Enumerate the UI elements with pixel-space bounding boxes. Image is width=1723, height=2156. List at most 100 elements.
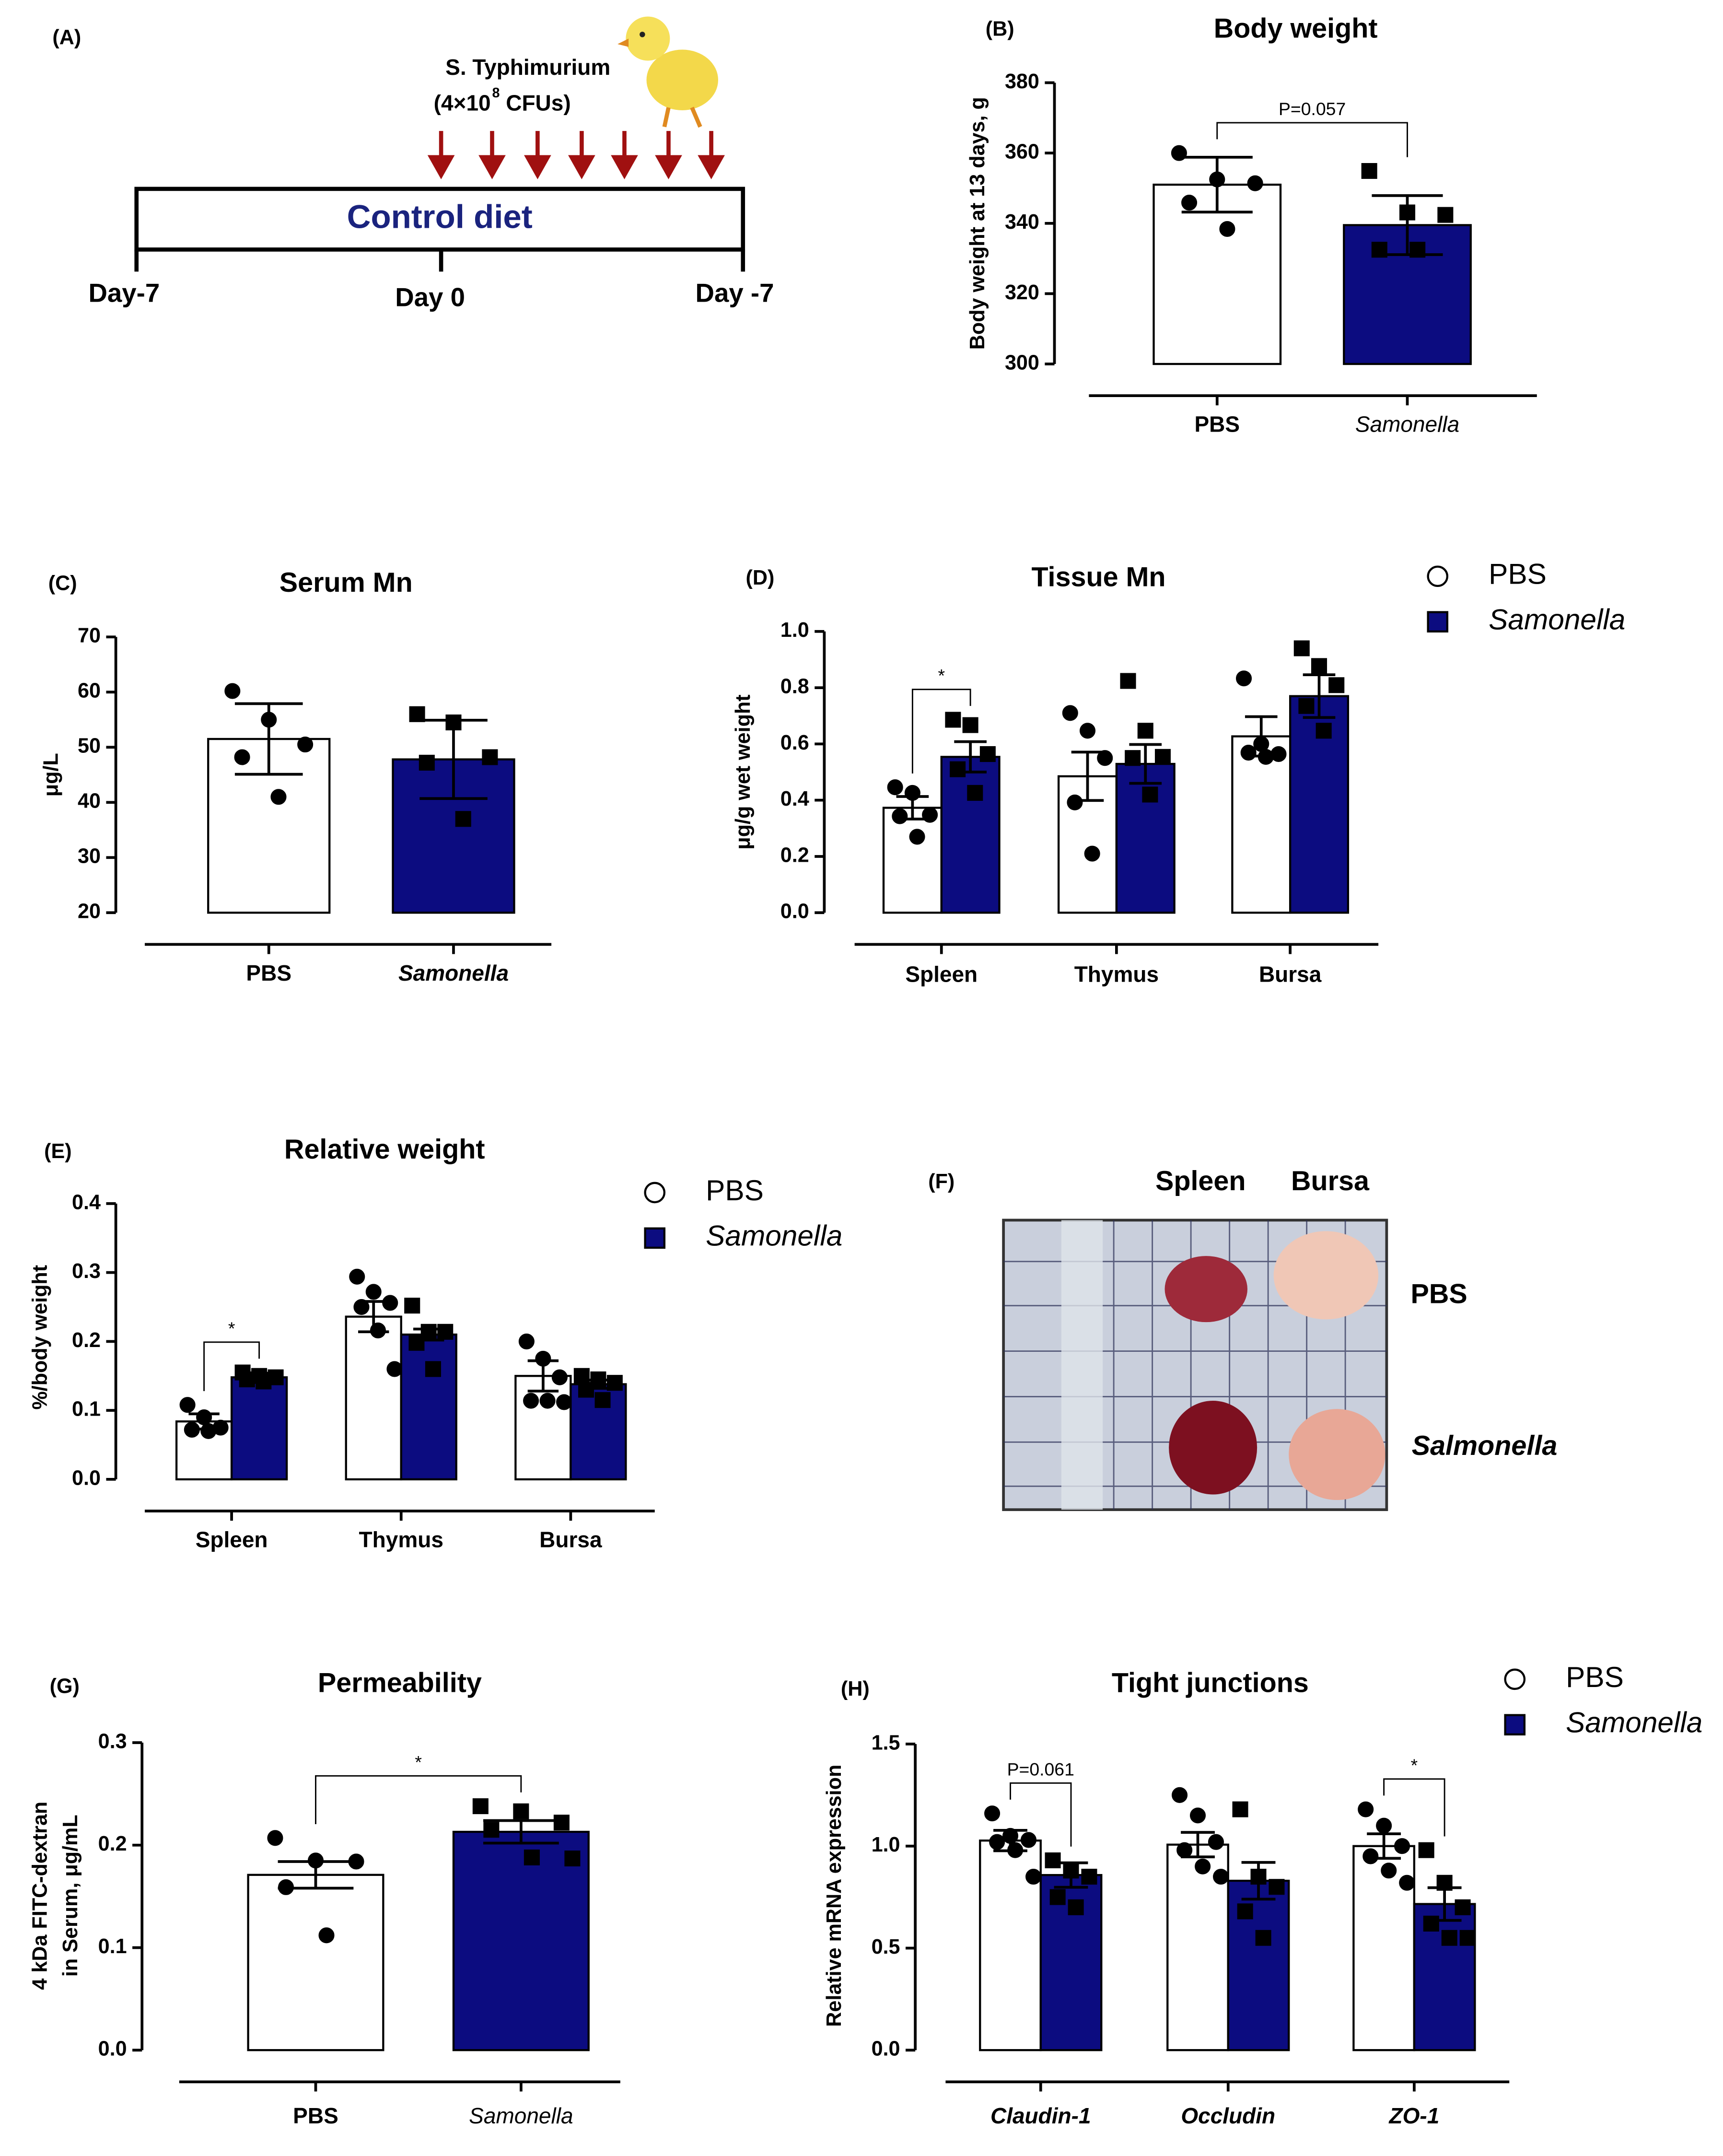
legend-label: Samonella — [1566, 1706, 1702, 1739]
agent: S. Typhimurium — [445, 55, 610, 80]
annotation: * — [415, 1752, 422, 1772]
chart-title: Tight junctions — [1112, 1667, 1309, 1698]
data-point — [1125, 750, 1141, 766]
y-axis-label: μg/L — [40, 753, 63, 797]
data-point — [1358, 1801, 1374, 1817]
day-label: Day 0 — [395, 282, 465, 312]
data-point — [370, 1322, 386, 1338]
data-point — [945, 712, 961, 728]
legend-label: PBS — [1566, 1661, 1624, 1693]
row-label: PBS — [1411, 1279, 1467, 1310]
data-point — [892, 808, 908, 824]
data-point — [887, 779, 903, 796]
data-point — [594, 1392, 611, 1408]
data-point — [425, 1361, 441, 1377]
data-point — [1097, 750, 1113, 766]
x-tick-label: PBS — [1194, 412, 1240, 437]
panel-label: (H) — [841, 1677, 870, 1700]
data-point — [307, 1852, 324, 1869]
data-point — [455, 811, 471, 827]
data-point — [1293, 640, 1310, 656]
data-point — [1067, 794, 1083, 810]
y-axis-label: Body weight at 13 days, g — [966, 97, 989, 350]
data-point — [1270, 746, 1287, 762]
y-tick-label: 0.2 — [98, 1832, 127, 1855]
column-label: Spleen — [1155, 1166, 1246, 1196]
legend-label: PBS — [1489, 558, 1547, 590]
y-tick-label: 380 — [1005, 70, 1039, 93]
annotation: * — [938, 666, 945, 686]
y-tick-label: 50 — [78, 735, 101, 758]
y-tick-label: 0.8 — [780, 675, 809, 698]
data-point — [1081, 1868, 1097, 1885]
y-axis-label: μg/g wet weight — [732, 694, 755, 849]
data-point — [234, 749, 250, 765]
organ — [1289, 1409, 1385, 1500]
data-point — [539, 1393, 556, 1409]
data-point — [1253, 736, 1269, 752]
data-point — [1171, 145, 1187, 161]
data-point — [922, 807, 938, 823]
bar — [1231, 735, 1292, 914]
x-tick-label: Spleen — [196, 1527, 268, 1552]
data-point — [1181, 194, 1198, 211]
data-point — [472, 1798, 489, 1815]
bar — [247, 1874, 384, 2051]
y-axis-label: %/body weight — [29, 1265, 52, 1410]
x-tick-label: Bursa — [1259, 962, 1322, 987]
bar — [514, 1375, 572, 1481]
data-point — [1371, 242, 1387, 258]
bar — [400, 1333, 457, 1481]
chart-title: Relative weight — [284, 1134, 485, 1165]
panel-label: (B) — [986, 18, 1014, 41]
legend-label: PBS — [706, 1174, 764, 1207]
data-point — [1240, 745, 1257, 761]
data-point — [419, 754, 435, 771]
data-point — [1002, 1828, 1019, 1844]
legend-marker — [1427, 611, 1449, 633]
data-point — [1079, 723, 1096, 739]
data-point — [1247, 175, 1263, 191]
data-point — [1176, 1842, 1193, 1858]
data-point — [1269, 1879, 1285, 1895]
data-point — [404, 1298, 420, 1314]
x-tick-label: Thymus — [1074, 962, 1159, 987]
data-point — [1257, 749, 1274, 765]
x-tick-label: Spleen — [905, 962, 978, 987]
data-point — [989, 1834, 1005, 1850]
data-point — [1437, 207, 1454, 223]
dose-exponent: 8 — [492, 85, 500, 101]
data-point — [239, 1371, 255, 1388]
data-point — [1255, 1930, 1271, 1946]
data-point — [1142, 786, 1158, 803]
y-tick-label: 360 — [1005, 141, 1039, 164]
data-point — [1441, 1930, 1457, 1946]
y-tick-label: 0.2 — [72, 1329, 101, 1352]
y-tick-label: 0.1 — [72, 1398, 101, 1421]
bar — [1115, 762, 1176, 914]
data-point — [1399, 1875, 1415, 1891]
y-tick-label: 340 — [1005, 211, 1039, 234]
data-point — [590, 1371, 606, 1388]
data-point — [445, 714, 462, 731]
data-point — [1376, 1817, 1392, 1834]
dose: (4×10 — [434, 91, 491, 116]
data-point — [979, 746, 996, 762]
data-point — [382, 1295, 398, 1311]
panel-label: (A) — [52, 26, 81, 49]
chart-title: Permeability — [318, 1667, 482, 1698]
organ — [1169, 1401, 1257, 1495]
bar — [1153, 183, 1282, 365]
data-point — [318, 1927, 335, 1944]
data-point — [1195, 1858, 1211, 1875]
legend-marker — [1427, 565, 1449, 587]
annotation: P=0.057 — [1279, 99, 1346, 119]
arrows — [427, 131, 725, 179]
data-point — [408, 1335, 425, 1351]
x-tick-label: Samonella — [469, 2103, 573, 2128]
data-point — [267, 1830, 283, 1846]
data-point — [353, 1299, 370, 1315]
y-tick-label: 0.1 — [98, 1935, 127, 1958]
data-point — [524, 1849, 540, 1865]
